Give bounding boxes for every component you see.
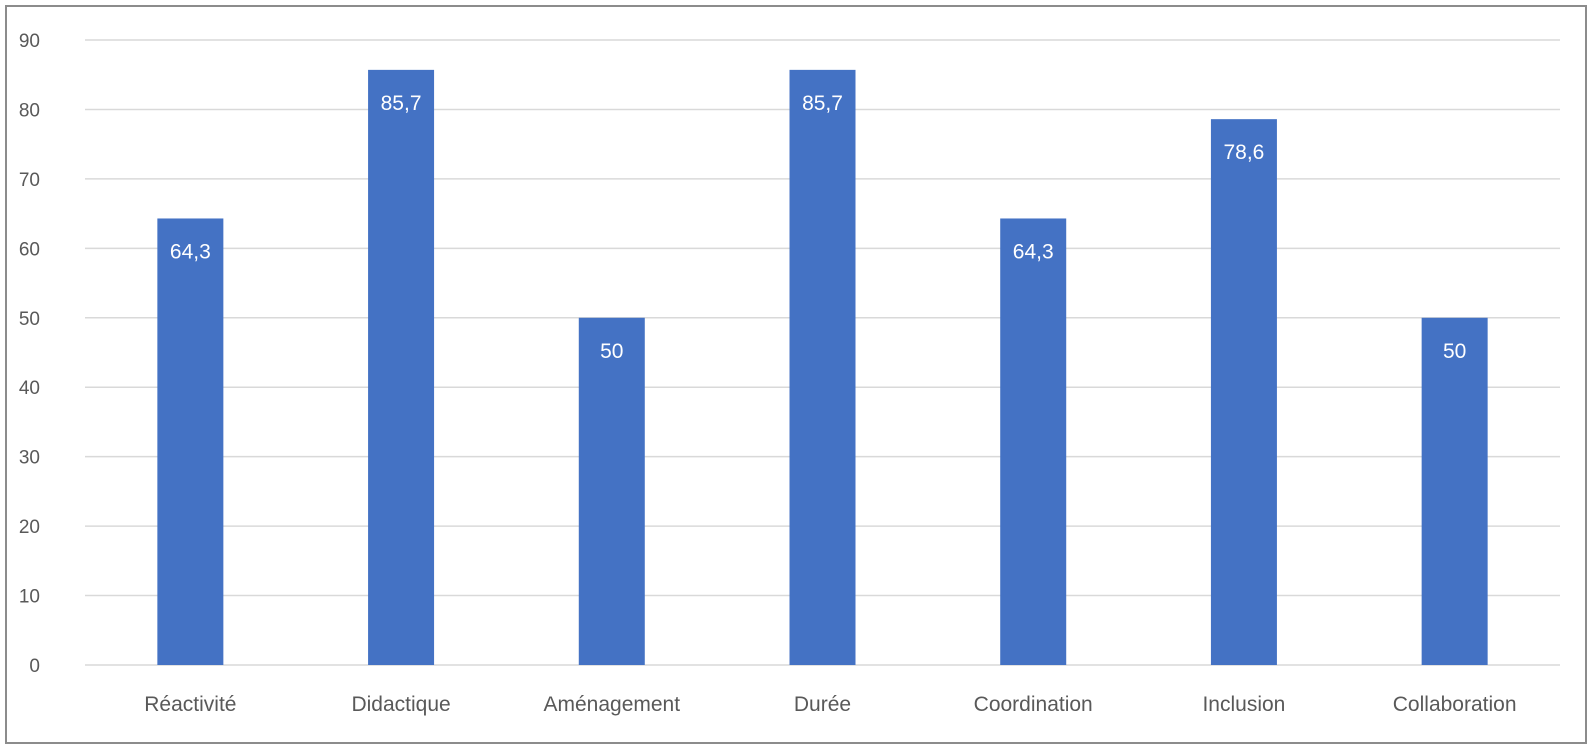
- bar: [578, 317, 645, 665]
- category-label: Réactivité: [144, 693, 236, 716]
- data-label: 64,3: [1013, 240, 1054, 263]
- category-label: Durée: [794, 693, 851, 716]
- data-labels: 64,3 85,7 50 85,7 64,3 78,6 50: [170, 92, 1466, 363]
- y-tick-label: 30: [19, 448, 40, 469]
- category-label: Collaboration: [1393, 693, 1517, 716]
- y-tick-label: 80: [19, 100, 40, 121]
- category-label: Didactique: [351, 693, 450, 716]
- data-label: 85,7: [802, 92, 843, 115]
- y-tick-label: 70: [19, 170, 40, 191]
- data-label: 85,7: [381, 92, 422, 115]
- bar: [1210, 119, 1277, 665]
- bar: [789, 69, 856, 666]
- y-tick-label: 40: [19, 378, 40, 399]
- data-label: 50: [600, 340, 623, 363]
- category-label: Aménagement: [543, 693, 680, 716]
- data-label: 50: [1443, 340, 1466, 363]
- x-axis-ticks: Réactivité Didactique Aménagement Durée Coor…: [144, 693, 1516, 716]
- y-tick-label: 10: [19, 587, 40, 608]
- y-tick-label: 0: [29, 656, 40, 677]
- y-tick-label: 50: [19, 309, 40, 330]
- y-tick-label: 20: [19, 517, 40, 538]
- data-label: 78,6: [1223, 141, 1264, 164]
- bar: [1421, 317, 1488, 665]
- bar: [1000, 218, 1067, 665]
- data-label: 64,3: [170, 240, 211, 263]
- category-label: Inclusion: [1202, 693, 1285, 716]
- category-label: Coordination: [974, 693, 1093, 716]
- bar: [157, 218, 224, 665]
- y-tick-label: 90: [19, 31, 40, 52]
- y-tick-label: 60: [19, 239, 40, 260]
- bar: [368, 69, 435, 666]
- bars: [157, 69, 1488, 666]
- y-axis-ticks: 0 10 20 30 40 50 60 70 80 90: [19, 31, 40, 677]
